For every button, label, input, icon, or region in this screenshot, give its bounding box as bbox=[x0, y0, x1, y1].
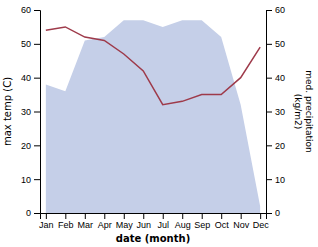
tick-mark bbox=[260, 213, 261, 219]
tick-label: Oct bbox=[215, 220, 230, 230]
tick-label: 30 bbox=[21, 107, 31, 117]
tick-label: Feb bbox=[58, 220, 74, 230]
tick: 40 bbox=[21, 73, 40, 83]
tick-label: Jun bbox=[137, 220, 152, 230]
tick-label: 20 bbox=[275, 141, 285, 151]
tick-label: 50 bbox=[21, 39, 31, 49]
tick-mark bbox=[266, 10, 272, 11]
tick-mark bbox=[266, 112, 272, 113]
tick-mark bbox=[34, 44, 40, 45]
tick: 30 bbox=[266, 107, 285, 117]
tick-label: 0 bbox=[275, 208, 280, 218]
tick-label: Dec bbox=[253, 220, 270, 230]
tick-mark bbox=[241, 213, 242, 219]
line bbox=[46, 27, 260, 105]
tick-mark bbox=[34, 112, 40, 113]
tick: Oct bbox=[215, 213, 230, 230]
tick: 0 bbox=[266, 208, 280, 218]
axis-line bbox=[41, 214, 267, 220]
tick-mark bbox=[163, 213, 164, 219]
tick-mark bbox=[221, 213, 222, 219]
tick: Jun bbox=[137, 213, 152, 230]
tick: Dec bbox=[253, 213, 270, 230]
x-axis-title: date (month) bbox=[116, 233, 190, 244]
tick-mark bbox=[266, 213, 272, 214]
tick: 50 bbox=[266, 39, 285, 49]
tick-label: 30 bbox=[275, 107, 285, 117]
tick: 30 bbox=[21, 107, 40, 117]
tick-label: Nov bbox=[233, 220, 250, 230]
tick-label: 20 bbox=[21, 141, 31, 151]
axis: Jan Feb Mar Apr MayJun Jul AugSep OctNovDec bbox=[39, 213, 269, 230]
tick-mark bbox=[34, 179, 40, 180]
tick-mark bbox=[143, 213, 144, 219]
tick: 60 bbox=[266, 5, 285, 15]
tick: 0 bbox=[26, 208, 40, 218]
tick-mark bbox=[65, 213, 66, 219]
tick: Apr bbox=[98, 213, 112, 230]
tick-label: 0 bbox=[26, 208, 31, 218]
tick-mark bbox=[202, 213, 203, 219]
tick-label: 40 bbox=[21, 73, 31, 83]
tick-mark bbox=[266, 145, 272, 146]
marks bbox=[46, 20, 260, 213]
tick-label: Mar bbox=[78, 220, 94, 230]
tick-mark bbox=[104, 213, 105, 219]
tick-label: Apr bbox=[98, 220, 112, 230]
tick-mark bbox=[85, 213, 86, 219]
tick-label: 60 bbox=[21, 5, 31, 15]
tick-label: 10 bbox=[275, 175, 285, 185]
tick: 10 bbox=[266, 175, 285, 185]
tick-mark bbox=[34, 145, 40, 146]
tick: 40 bbox=[266, 73, 285, 83]
tick-label: Jan bbox=[39, 220, 54, 230]
tick: Aug bbox=[175, 213, 191, 230]
tick-label: 60 bbox=[275, 5, 285, 15]
tick: Jan bbox=[39, 213, 54, 230]
tick-label: 50 bbox=[275, 39, 285, 49]
tick-mark bbox=[34, 10, 40, 11]
tick: 50 bbox=[21, 39, 40, 49]
tick: 20 bbox=[21, 141, 40, 151]
tick-mark bbox=[182, 213, 183, 219]
tick: 20 bbox=[266, 141, 285, 151]
tick-mark bbox=[266, 179, 272, 180]
axis-line bbox=[34, 11, 41, 214]
tick: Feb bbox=[58, 213, 74, 230]
chart: Jan Feb Mar Apr MayJun Jul AugSep OctNovDec 0 10 2… bbox=[0, 0, 318, 247]
axis-line bbox=[267, 11, 273, 214]
axis: 0 10 20 30 40 50 60 bbox=[21, 5, 41, 218]
tick: 10 bbox=[21, 175, 40, 185]
tick: Jul bbox=[157, 213, 169, 230]
y2-axis-title: med. precipitation(kg/m2) bbox=[293, 70, 314, 152]
tick-label: 40 bbox=[275, 73, 285, 83]
title-line: (kg/m2) bbox=[293, 94, 303, 129]
tick: Sep bbox=[194, 213, 210, 230]
tick-label: Sep bbox=[194, 220, 210, 230]
tick-mark bbox=[34, 78, 40, 79]
title-line: med. precipitation bbox=[304, 70, 314, 152]
tick: May bbox=[116, 213, 134, 230]
tick: Nov bbox=[233, 213, 250, 230]
y-axis-title: max temp (C) bbox=[2, 77, 13, 146]
tick-mark bbox=[34, 213, 40, 214]
tick-label: Aug bbox=[175, 220, 191, 230]
tick-label: May bbox=[116, 220, 134, 230]
tick: Mar bbox=[78, 213, 94, 230]
tick-label: 10 bbox=[21, 175, 31, 185]
area bbox=[46, 20, 260, 213]
tick-mark bbox=[266, 44, 272, 45]
plot: Jan Feb Mar Apr MayJun Jul AugSep OctNovDec 0 10 2… bbox=[21, 5, 285, 230]
tick: 60 bbox=[21, 5, 40, 15]
tick-mark bbox=[46, 213, 47, 219]
tick-mark bbox=[124, 213, 125, 219]
tick-label: Jul bbox=[157, 220, 169, 230]
axis: 0 10 20 30 40 50 60 bbox=[266, 5, 285, 218]
tick-mark bbox=[266, 78, 272, 79]
